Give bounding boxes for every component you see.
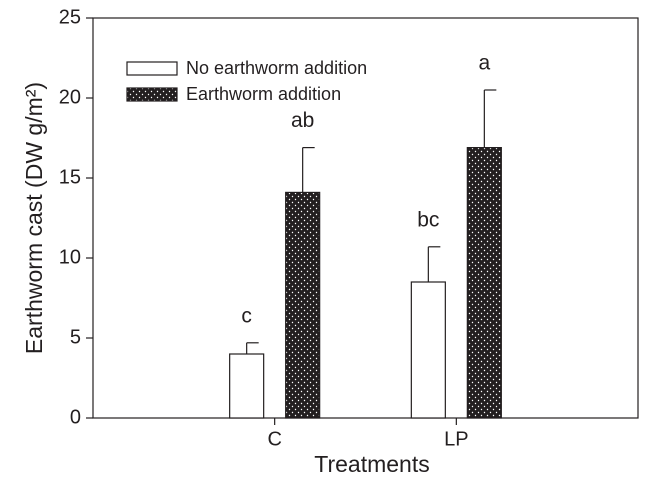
plot-frame [92, 17, 639, 419]
x-tick-label: C [267, 428, 281, 450]
significance-letter: c [241, 304, 252, 327]
x-axis-label: Treatments [314, 451, 429, 477]
y-tick-label: 25 [59, 6, 81, 28]
y-tick-label: 10 [59, 246, 81, 268]
y-axis-label: Earthworm cast (DW g/m²) [21, 82, 47, 354]
y-tick-label: 20 [59, 86, 81, 108]
legend-swatch [126, 87, 178, 102]
significance-letter: ab [291, 109, 314, 132]
legend-swatch [126, 61, 178, 76]
y-tick-label: 15 [59, 166, 81, 188]
y-tick-label: 0 [70, 406, 81, 428]
legend-label: No earthworm addition [186, 58, 367, 78]
significance-letter: a [478, 52, 490, 75]
legend-label: Earthworm addition [186, 84, 341, 104]
bar [229, 353, 265, 419]
x-tick-label: LP [444, 428, 468, 450]
bar [466, 147, 502, 419]
significance-letter: bc [417, 208, 439, 231]
y-tick-label: 5 [70, 326, 81, 348]
bar [285, 191, 321, 419]
bar [410, 281, 446, 419]
